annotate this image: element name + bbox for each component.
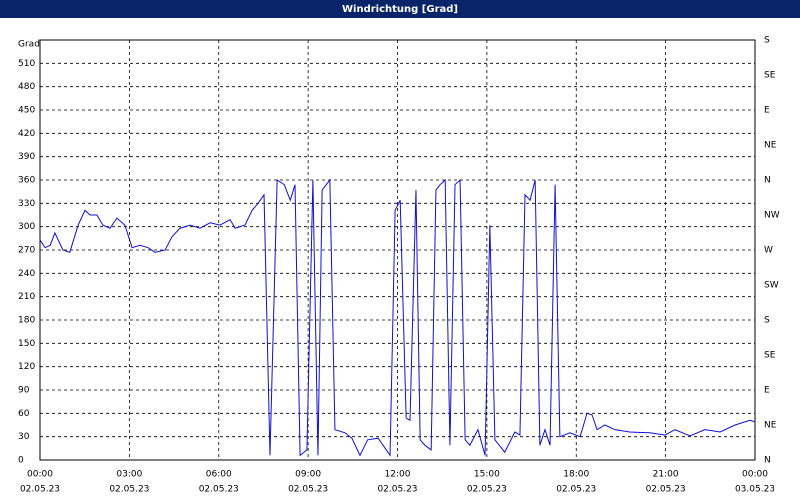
y-tick-label: 270 <box>18 246 35 256</box>
y-tick-label: 300 <box>18 222 35 232</box>
y-tick-label: 210 <box>18 292 35 302</box>
x-tick-label: 21:00 <box>653 470 679 480</box>
title-bar <box>0 0 800 18</box>
y-tick-label: 390 <box>18 152 35 162</box>
y2-tick-label: SW <box>764 281 779 291</box>
y2-tick-label: W <box>764 246 773 256</box>
y2-tick-label: SE <box>764 351 776 361</box>
y2-tick-label: S <box>764 36 770 46</box>
x-tick-date: 02.05.23 <box>288 485 328 495</box>
y2-tick-label: S <box>764 316 770 326</box>
y-tick-label: 150 <box>18 339 35 349</box>
x-tick-label: 06:00 <box>206 470 232 480</box>
x-tick-label: 00:00 <box>27 470 53 480</box>
x-tick-date: 02.05.23 <box>467 485 507 495</box>
x-tick-label: 09:00 <box>295 470 321 480</box>
y-tick-label: 420 <box>18 129 35 139</box>
y-tick-label: 180 <box>18 316 35 326</box>
y-tick-label: 240 <box>18 269 35 279</box>
y2-tick-label: NW <box>764 211 780 221</box>
y2-tick-label: NE <box>764 141 777 151</box>
y-tick-label: 120 <box>18 362 35 372</box>
x-tick-date: 02.05.23 <box>556 485 596 495</box>
chart-title: Windrichtung [Grad] <box>342 4 458 15</box>
y2-tick-label: N <box>764 176 771 186</box>
y-tick-label: 30 <box>18 432 30 442</box>
x-tick-date: 02.05.23 <box>199 485 239 495</box>
plot-border <box>39 39 756 461</box>
y2-tick-label: SE <box>764 71 776 81</box>
y-tick-label: 480 <box>18 82 35 92</box>
y-tick-label: 60 <box>18 409 30 419</box>
y-tick-label: 90 <box>18 386 30 396</box>
y-tick-label: 330 <box>18 199 35 209</box>
data-line <box>39 178 756 457</box>
y2-tick-label: E <box>764 106 770 116</box>
y-tick-label: 0 <box>18 456 24 466</box>
y-axis-label: Grad <box>18 40 40 50</box>
y2-tick-label: N <box>764 456 771 466</box>
x-tick-date: 02.05.23 <box>377 485 417 495</box>
x-tick-label: 03:00 <box>116 470 142 480</box>
x-tick-date: 02.05.23 <box>20 485 60 495</box>
x-tick-label: 15:00 <box>474 470 500 480</box>
y2-tick-label: E <box>764 386 770 396</box>
y-tick-label: 510 <box>18 59 35 69</box>
x-tick-date: 02.05.23 <box>109 485 149 495</box>
x-tick-label: 00:00 <box>742 470 768 480</box>
x-tick-date: 02.05.23 <box>646 485 686 495</box>
x-tick-label: 18:00 <box>563 470 589 480</box>
y-tick-label: 360 <box>18 176 35 186</box>
y-tick-label: 450 <box>18 106 35 116</box>
x-tick-date: 03.05.23 <box>735 485 775 495</box>
x-tick-label: 12:00 <box>385 470 411 480</box>
y2-tick-label: NE <box>764 421 777 431</box>
